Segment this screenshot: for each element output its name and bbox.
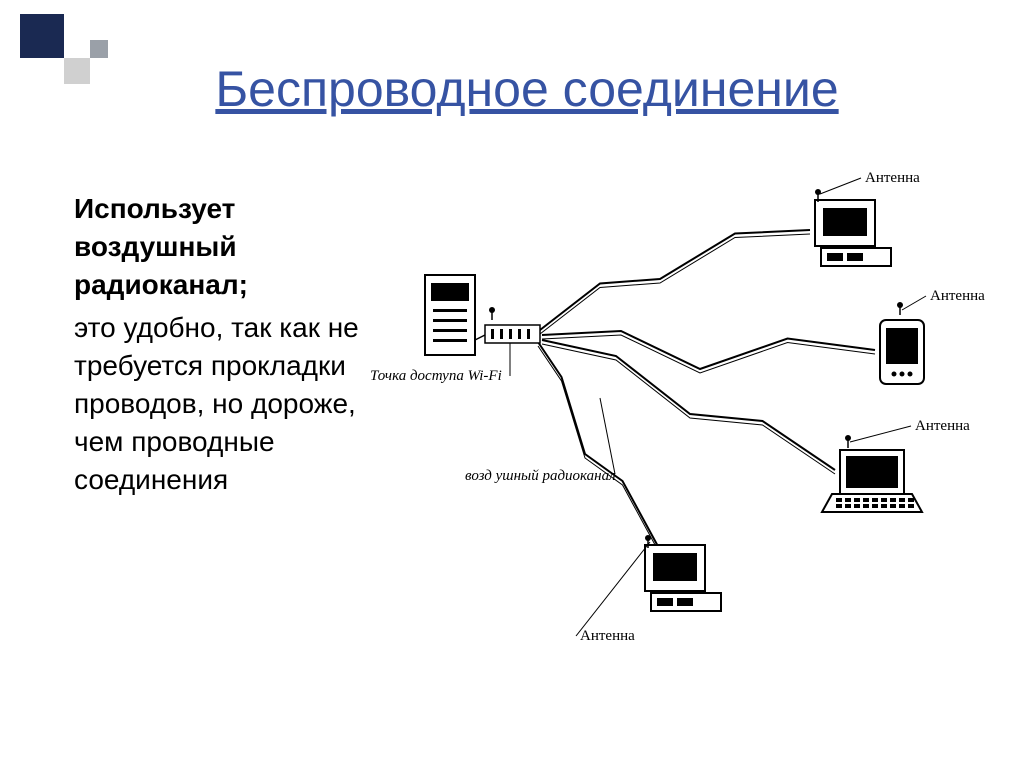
svg-text:Точка доступа Wi-Fi: Точка доступа Wi-Fi: [370, 368, 502, 384]
slide-body-text: Использует воздушный радиоканал; это удо…: [74, 190, 374, 498]
svg-text:Антенна: Антенна: [930, 288, 985, 304]
svg-text:Антенна: Антенна: [865, 170, 920, 186]
paragraph-2: это удобно, так как не требуется проклад…: [74, 309, 374, 498]
slide-title: Беспроводное соединение: [70, 60, 984, 118]
svg-text:Антенна: Антенна: [580, 628, 635, 644]
svg-text:Антенна: Антенна: [915, 418, 970, 434]
svg-text:возд ушный радиоканал: возд ушный радиоканал: [465, 468, 616, 484]
paragraph-1: Использует воздушный радиоканал;: [74, 190, 374, 303]
network-diagram: Точка доступа Wi-Fi Антенна Антенна Антенна…: [360, 170, 1000, 690]
